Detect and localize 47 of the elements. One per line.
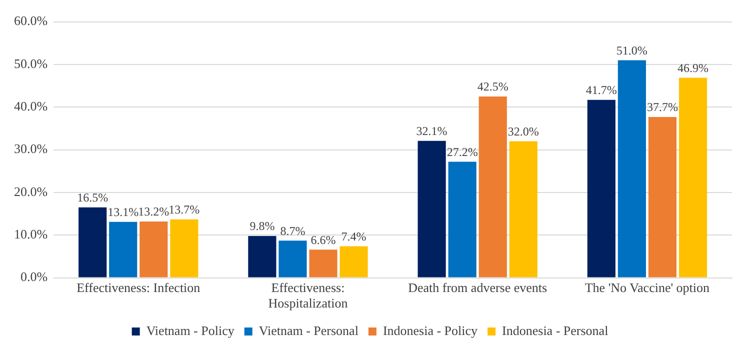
data-label: 32.0%: [508, 124, 539, 138]
bar: [309, 250, 338, 278]
bar: [140, 221, 168, 278]
y-tick-label: 0.0%: [20, 269, 48, 284]
y-tick-label: 50.0%: [14, 56, 48, 71]
y-tick-label: 40.0%: [14, 98, 48, 114]
data-label: 41.7%: [586, 83, 617, 98]
bar: [618, 60, 646, 278]
y-tick-label: 10.0%: [14, 226, 48, 242]
bar: [509, 141, 538, 278]
bar: [587, 100, 616, 278]
data-label: 32.1%: [416, 124, 448, 138]
y-tick-label: 20.0%: [14, 184, 48, 199]
x-tick-label: Death from adverse events: [408, 280, 548, 296]
bar: [448, 162, 476, 278]
bar: [278, 240, 307, 278]
bar: [170, 219, 198, 278]
y-tick-label: 30.0%: [14, 141, 48, 156]
data-label: 13.7%: [168, 202, 200, 217]
bar: [109, 222, 138, 278]
data-label: 9.8%: [250, 219, 275, 234]
data-label: 6.6%: [310, 232, 336, 247]
legend-label: Vietnam - Policy: [146, 322, 235, 338]
data-label: 8.7%: [280, 224, 306, 238]
bar: [678, 78, 708, 278]
data-label: 51.0%: [616, 43, 648, 58]
data-label: 7.4%: [341, 229, 366, 244]
data-label: 27.2%: [446, 144, 478, 159]
data-label: 13.2%: [138, 204, 170, 219]
x-tick-label: Effectiveness: Hospitalization: [268, 280, 348, 311]
y-tick-label: 60.0%: [14, 13, 48, 28]
bar: [340, 246, 368, 278]
bar: [418, 140, 446, 278]
legend-label: Indonesia - Policy: [382, 322, 478, 338]
data-label: 46.9%: [677, 60, 708, 75]
legend-label: Indonesia - Personal: [502, 322, 609, 338]
data-label: 42.5%: [477, 80, 508, 94]
data-label: 16.5%: [77, 190, 108, 205]
x-tick-label: Effectiveness: Infection: [76, 280, 201, 296]
legend-label: Vietnam - Personal: [258, 322, 359, 338]
bar: [78, 207, 107, 278]
bar: [478, 96, 507, 278]
x-tick-label: The 'No Vaccine' option: [584, 280, 710, 296]
bar: [248, 236, 276, 278]
bar: [648, 116, 677, 278]
data-label: 37.7%: [646, 100, 678, 114]
data-label: 13.1%: [108, 205, 139, 220]
